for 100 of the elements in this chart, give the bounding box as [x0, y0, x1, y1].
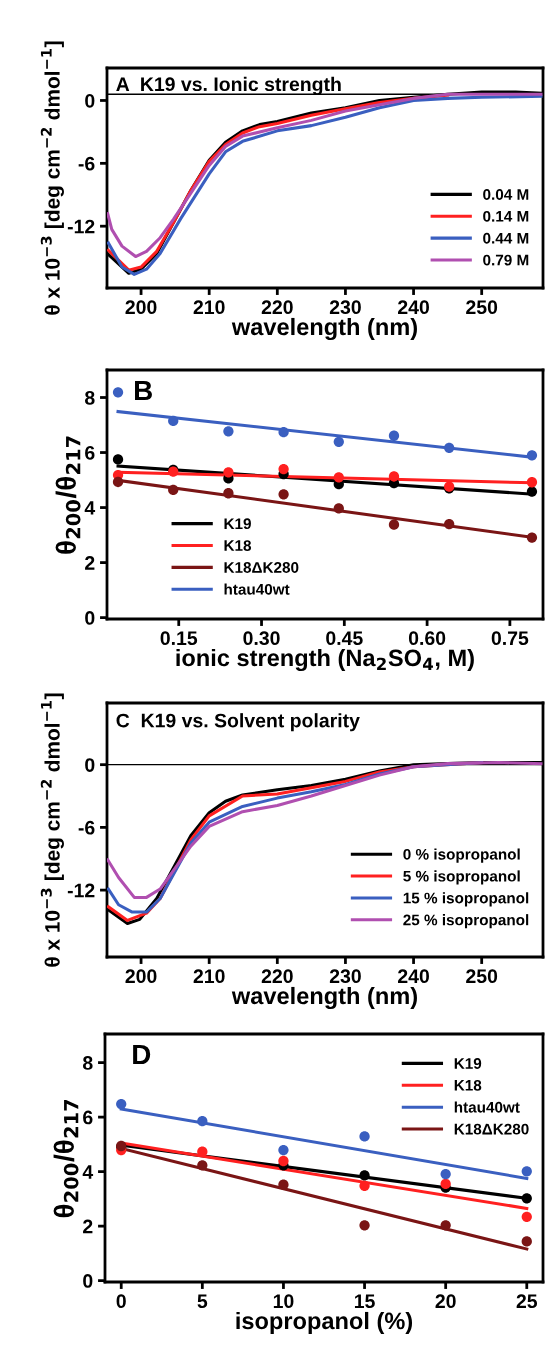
x-tick-label: 5 — [197, 1294, 208, 1309]
point — [197, 1116, 208, 1127]
y-tick-label: 4 — [84, 501, 96, 515]
point — [388, 430, 400, 441]
legend-label: 5 % isopropanol — [403, 870, 520, 885]
legend-label: K18 — [454, 1079, 482, 1091]
point — [333, 472, 344, 483]
point — [526, 477, 538, 488]
x-axis-title: wavelength (nm) — [231, 317, 417, 341]
point — [440, 1168, 451, 1180]
legend-label: K19 — [224, 518, 251, 530]
x-tick-label: 220 — [261, 300, 293, 315]
y-tick-label: 6 — [83, 1110, 93, 1125]
y-tick-label: 0 — [83, 1274, 93, 1288]
point — [388, 471, 400, 482]
x-axis-title: ionic strength (Na$_{2}$SO$_{4}$, M) — [176, 648, 474, 672]
x-tick-label: 250 — [466, 969, 498, 984]
point — [333, 503, 344, 514]
point — [444, 442, 455, 454]
point — [278, 1144, 289, 1156]
y-tick-label: 2 — [83, 1219, 93, 1234]
y-axis-title: θ$_{200}$/θ$_{217}$ — [53, 1099, 79, 1218]
x-tick-label: 0.15 — [160, 631, 198, 646]
y-tick-label: 0 — [85, 611, 95, 625]
point — [197, 1146, 208, 1157]
legend-label: 0.44 M — [483, 232, 529, 244]
point — [116, 1098, 127, 1110]
point — [521, 1211, 532, 1223]
point — [526, 450, 538, 461]
point — [112, 387, 124, 398]
x-tick-label: 240 — [398, 300, 429, 315]
y-axis-title: θ x 10$^{−3}$ [deg cm$^{−2}$ dmol$^{−1}$] — [40, 41, 64, 315]
x-tick-label: 200 — [125, 969, 157, 984]
x-tick-label: 210 — [193, 300, 225, 315]
y-tick-label: 2 — [85, 556, 95, 570]
point — [168, 415, 179, 427]
x-tick-label: 230 — [329, 300, 361, 315]
point — [444, 518, 455, 530]
x-tick-label: 25 — [516, 1294, 538, 1309]
x-tick-label: 210 — [193, 969, 225, 984]
x-tick-label: 220 — [261, 969, 293, 984]
x-tick-label: 0.45 — [326, 631, 363, 646]
legend-label: K18ΔK280 — [224, 562, 299, 573]
legend-label: htau40wt — [454, 1101, 520, 1113]
point — [388, 519, 400, 530]
legend-label: K18 — [224, 540, 252, 551]
x-axis-title: wavelength (nm) — [231, 986, 417, 1010]
y-axis-title: θ x 10$^{−3}$ [deg cm$^{−2}$ dmol$^{−1}$] — [40, 693, 64, 967]
chart-title: D — [133, 1044, 151, 1065]
point — [526, 532, 538, 543]
chart-title: A K19 vs. Ionic strength — [116, 76, 341, 96]
point — [359, 1220, 370, 1231]
x-tick-label: 200 — [125, 300, 157, 315]
y-tick-label: -6 — [78, 156, 95, 171]
legend-label: htau40wt — [224, 583, 290, 595]
x-tick-label: 0.75 — [491, 631, 529, 646]
y-tick-label: 4 — [82, 1165, 94, 1179]
point — [223, 426, 234, 437]
legend-label: K18ΔK280 — [454, 1123, 529, 1135]
x-tick-label: 230 — [329, 969, 361, 984]
x-tick-label: 0.30 — [243, 631, 280, 646]
x-tick-label: 250 — [466, 300, 498, 315]
point — [223, 467, 234, 478]
y-tick-label: 6 — [85, 446, 95, 460]
point — [333, 436, 344, 447]
point — [278, 463, 289, 475]
legend-label: 15 % isopropanol — [403, 892, 529, 907]
y-axis-title: θ$_{200}$/θ$_{217}$ — [55, 436, 81, 554]
y-tick-label: -12 — [67, 883, 95, 898]
legend-label: 0 % isopropanol — [403, 848, 520, 863]
point — [168, 484, 179, 496]
point — [197, 1160, 208, 1171]
legend-label: 0.14 M — [483, 210, 529, 222]
point — [359, 1170, 370, 1181]
x-tick-label: 0.60 — [408, 631, 446, 646]
point — [112, 476, 124, 488]
point — [526, 486, 538, 497]
point — [521, 1193, 532, 1204]
legend-label: K19 — [454, 1058, 482, 1069]
legend-label: 25 % isopropanol — [403, 914, 529, 929]
point — [521, 1236, 532, 1247]
point — [359, 1180, 370, 1191]
point — [440, 1220, 451, 1231]
legend-label: 0.04 M — [483, 189, 529, 200]
x-tick-label: 240 — [398, 969, 429, 984]
point — [278, 427, 289, 438]
point — [112, 454, 124, 465]
point — [278, 1155, 289, 1167]
y-tick-label: 0 — [85, 93, 95, 108]
y-tick-label: -6 — [78, 820, 95, 835]
chart-title: C K19 vs. Solvent polarity — [116, 713, 360, 732]
y-tick-label: 0 — [85, 758, 95, 772]
point — [278, 1179, 289, 1190]
legend-label: 0.79 M — [483, 254, 529, 266]
point — [223, 488, 234, 499]
x-tick-label: 15 — [354, 1294, 375, 1309]
point — [521, 1166, 532, 1177]
point — [359, 1131, 370, 1142]
x-tick-label: 10 — [273, 1294, 294, 1309]
y-tick-label: 8 — [85, 390, 95, 405]
